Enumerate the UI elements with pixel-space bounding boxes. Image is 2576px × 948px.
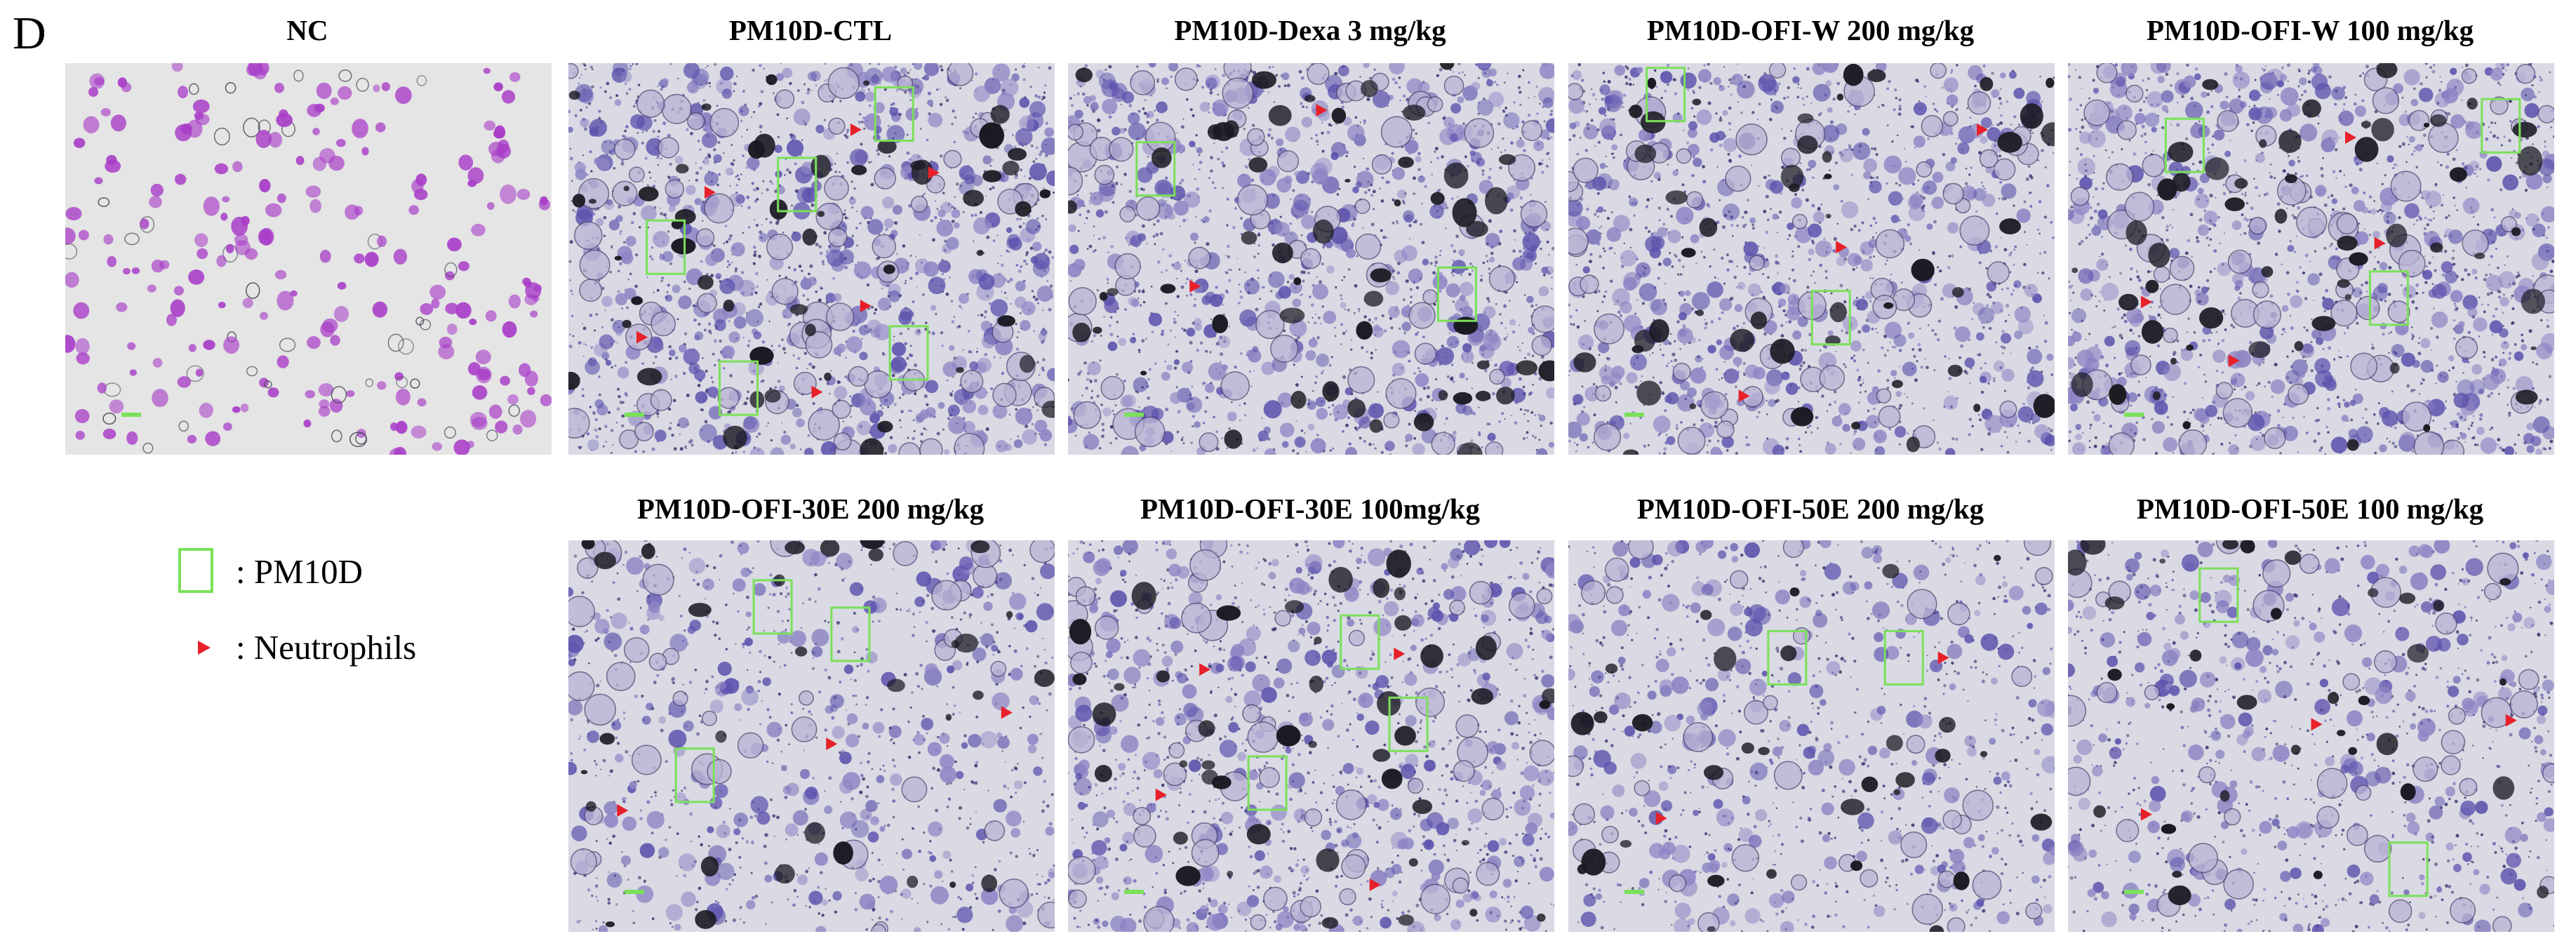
legend-pm10d-box-swatch [178,548,213,593]
panel-title-nc: NC [286,14,328,46]
legend-neutrophil-arrow-icon [198,641,211,655]
micrograph-ofi-30e-100 [1068,540,1554,932]
panel-title-dexa: PM10D-Dexa 3 mg/kg [1174,14,1446,46]
micrograph-nc [65,63,552,455]
panel-title-ofi-30e-200: PM10D-OFI-30E 200 mg/kg [636,493,985,525]
micrograph-ctl [568,63,1055,455]
micrograph-ofi-30e-200 [568,540,1055,932]
panel-letter: D [13,8,46,59]
micrograph-ofi-w-200 [1568,63,2055,455]
legend-pm10d-label: : PM10D [236,552,363,591]
panel-title-ofi-w-200: PM10D-OFI-W 200 mg/kg [1646,14,1975,46]
micrograph-ofi-w-100 [2068,63,2554,455]
micrograph-dexa [1068,63,1554,455]
micrograph-ofi-50e-100 [2068,540,2554,932]
panel-title-ofi-w-100: PM10D-OFI-W 100 mg/kg [2146,14,2474,46]
panel-title-ofi-30e-100: PM10D-OFI-30E 100mg/kg [1140,493,1480,525]
panel-title-ofi-50e-100: PM10D-OFI-50E 100 mg/kg [2136,493,2484,525]
micrograph-ofi-50e-200 [1568,540,2055,932]
panel-title-ctl: PM10D-CTL [728,14,893,46]
panel-title-ofi-50e-200: PM10D-OFI-50E 200 mg/kg [1636,493,1984,525]
legend-neutrophil-label: : Neutrophils [236,628,417,667]
